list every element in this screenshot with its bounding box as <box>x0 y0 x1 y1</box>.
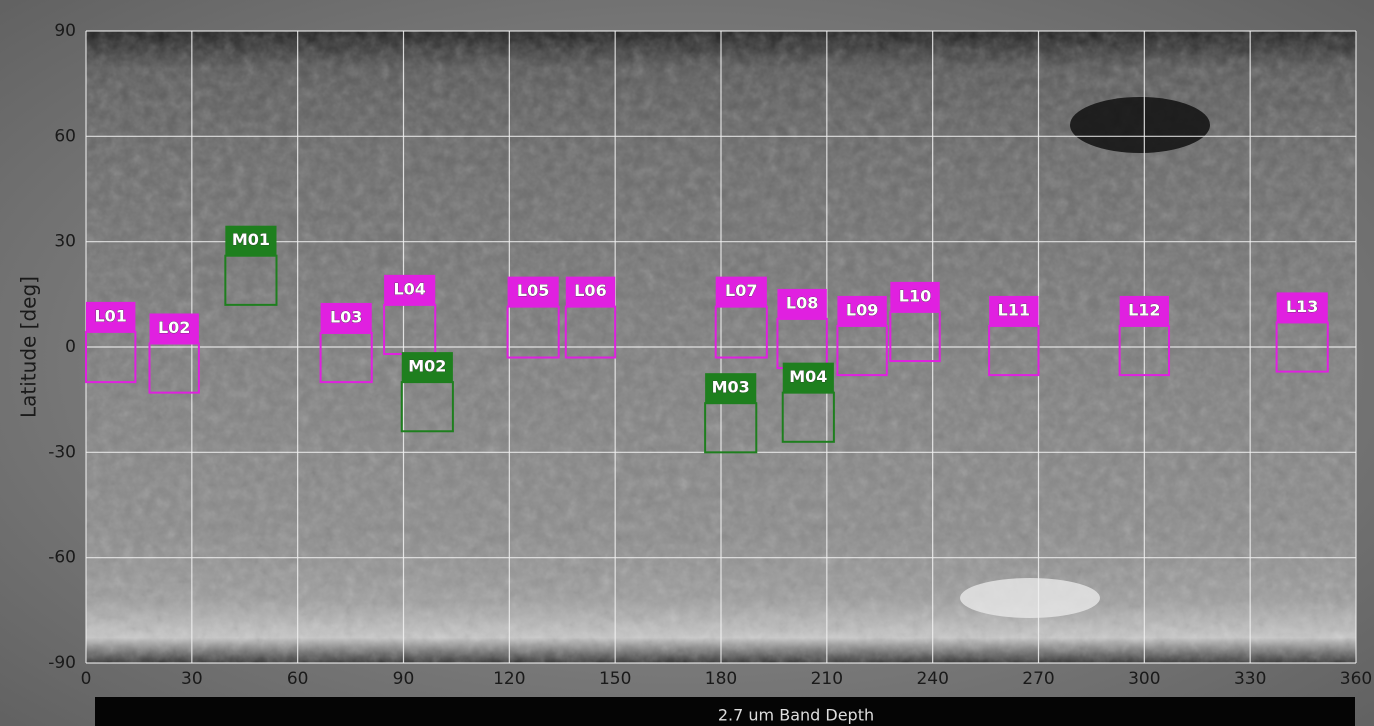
y-tick-label: -90 <box>48 653 76 673</box>
region-label: L10 <box>899 286 931 305</box>
y-axis-label: Latitude [deg] <box>17 276 41 418</box>
region-label: M02 <box>408 357 446 376</box>
y-tick-label: -30 <box>48 442 76 462</box>
region-label: M01 <box>232 230 270 249</box>
region-label: M04 <box>789 367 827 386</box>
x-tick-label: 60 <box>287 669 309 689</box>
region-label: L06 <box>574 281 606 300</box>
region-label: L03 <box>330 307 362 326</box>
x-tick-label: 90 <box>393 669 415 689</box>
y-tick-label: 90 <box>54 21 76 41</box>
region-label: L02 <box>158 318 190 337</box>
region-label: L08 <box>786 293 818 312</box>
x-tick-label: 240 <box>916 669 948 689</box>
region-label: L11 <box>998 300 1030 319</box>
x-tick-label: 300 <box>1128 669 1160 689</box>
page: 2.7 um Band Depth Latitude [deg] 0 30 60 90… <box>0 0 1374 726</box>
x-tick-label: 330 <box>1234 669 1266 689</box>
y-tick-label: 30 <box>54 232 76 252</box>
region-label: L09 <box>846 300 878 319</box>
x-tick-label: 30 <box>181 669 203 689</box>
crater-shadow <box>1070 97 1210 153</box>
region-label: L05 <box>517 281 549 300</box>
x-tick-label: 360 <box>1340 669 1372 689</box>
region-label: L01 <box>94 306 126 325</box>
bright-region <box>960 578 1100 618</box>
x-tick-label: 180 <box>705 669 737 689</box>
map-figure: 2.7 um Band Depth Latitude [deg] 0 30 60 90… <box>0 0 1374 726</box>
x-tick-label: 270 <box>1022 669 1054 689</box>
region-label: L07 <box>725 281 757 300</box>
region-label: L12 <box>1128 300 1160 319</box>
y-tick-label: 60 <box>54 126 76 146</box>
x-tick-label: 0 <box>81 669 92 689</box>
x-tick-label: 120 <box>493 669 525 689</box>
y-tick-label: -60 <box>48 548 76 568</box>
y-tick-label: 0 <box>65 337 76 357</box>
region-label: L04 <box>393 279 425 298</box>
x-tick-label: 150 <box>599 669 631 689</box>
x-tick-label: 210 <box>811 669 843 689</box>
colorbar-title: 2.7 um Band Depth <box>718 706 874 725</box>
region-label: M03 <box>712 378 750 397</box>
region-label: L13 <box>1286 297 1318 316</box>
